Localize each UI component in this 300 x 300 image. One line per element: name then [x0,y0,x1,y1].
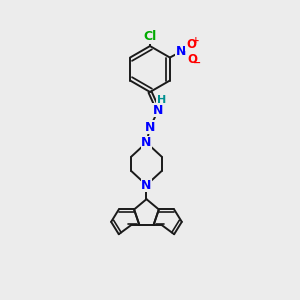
Text: Cl: Cl [143,30,157,43]
Text: N: N [141,136,152,149]
Text: O: O [186,38,196,50]
Text: O: O [187,53,197,66]
Text: +: + [192,36,200,45]
Text: N: N [145,121,155,134]
Text: N: N [153,104,164,117]
Text: −: − [193,58,201,68]
Text: N: N [141,178,152,191]
Text: N: N [176,45,186,58]
Text: H: H [157,95,166,105]
